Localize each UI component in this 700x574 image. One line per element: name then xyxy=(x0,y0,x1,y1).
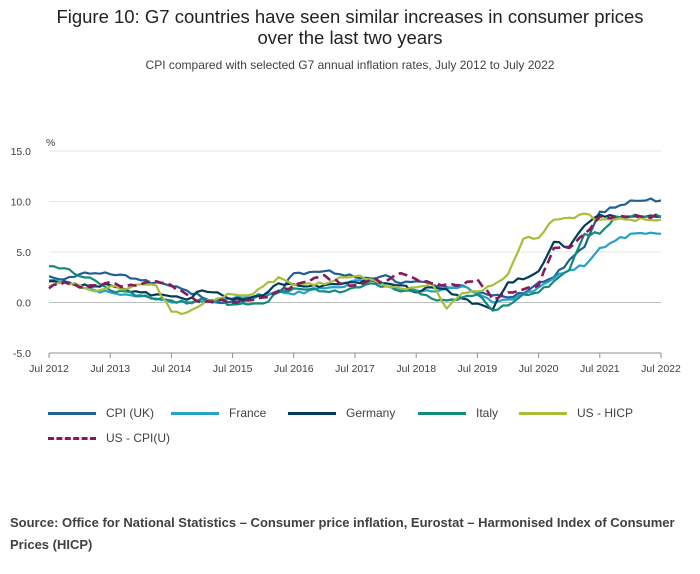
legend-label: Italy xyxy=(476,406,499,420)
chart-title: Figure 10: G7 countries have seen simila… xyxy=(0,6,700,48)
legend-swatch xyxy=(519,412,567,416)
y-tick-label: 0.0 xyxy=(16,298,31,310)
legend-label: US - HICP xyxy=(577,406,634,420)
x-tick-label: Jul 2020 xyxy=(519,363,559,375)
legend-label: CPI (UK) xyxy=(106,406,154,420)
legend-swatch xyxy=(171,412,219,416)
chart-title-line-1: Figure 10: G7 countries have seen simila… xyxy=(56,6,644,27)
series-line-germany xyxy=(48,213,662,311)
legend-item: Italy xyxy=(418,406,498,420)
legend-swatch xyxy=(288,412,336,416)
y-tick-label: 15.0 xyxy=(11,146,32,158)
legend-item: Germany xyxy=(288,406,395,420)
y-axis-label: % xyxy=(46,137,55,149)
x-tick-label: Jul 2017 xyxy=(335,363,375,375)
x-tick-label: Jul 2018 xyxy=(396,363,436,375)
grid-lines xyxy=(49,150,661,354)
y-tick-label: -5.0 xyxy=(13,348,31,360)
chart-subtitle: CPI compared with selected G7 annual inf… xyxy=(145,58,555,72)
x-tick-label: Jul 2021 xyxy=(580,363,620,375)
legend-item: France xyxy=(171,406,266,420)
axes: 15.0 10.0 5.0 0.0 -5.0% Jul 2012 Jul 2013 Jul 2… xyxy=(11,137,681,375)
legend-item: US - CPI(U) xyxy=(48,431,170,445)
series-line-italy xyxy=(48,213,662,312)
x-tick-label: Jul 2013 xyxy=(90,363,130,375)
series-line-us-hicp xyxy=(48,212,662,316)
legend-swatch xyxy=(48,412,96,416)
line-chart: 15.0 10.0 5.0 0.0 -5.0% Jul 2012 Jul 2013 Jul 2… xyxy=(11,137,681,375)
x-tick-label: Jul 2014 xyxy=(152,363,192,375)
legend-label: US - CPI(U) xyxy=(106,431,170,445)
x-tick-label: Jul 2016 xyxy=(274,363,314,375)
y-tick-label: 5.0 xyxy=(16,247,31,259)
legend-label: Germany xyxy=(346,406,396,420)
x-tick-label: Jul 2019 xyxy=(458,363,498,375)
legend-item: US - HICP xyxy=(519,406,633,420)
y-tick-label: 10.0 xyxy=(11,197,32,209)
legend-label: France xyxy=(229,406,267,420)
legend-swatch xyxy=(418,412,466,416)
legend-item: CPI (UK) xyxy=(48,406,154,420)
legend-swatch xyxy=(48,437,96,441)
x-tick-label: Jul 2015 xyxy=(213,363,253,375)
series-line-us-cpi-u xyxy=(48,213,662,304)
source-note: Source: Office for National Statistics –… xyxy=(10,515,675,552)
chart-title-line-2: over the last two years xyxy=(257,27,443,48)
series-lines xyxy=(48,197,662,316)
x-tick-label: Jul 2012 xyxy=(29,363,69,375)
x-tick-label: Jul 2022 xyxy=(641,363,681,375)
